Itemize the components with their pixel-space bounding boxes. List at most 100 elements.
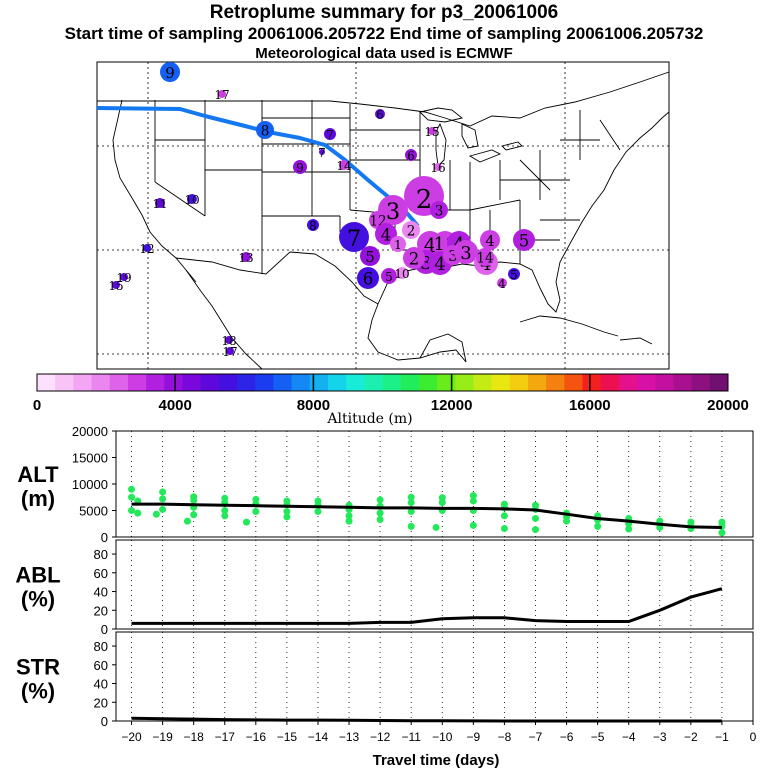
map-point: 3 bbox=[454, 240, 478, 264]
map-point: 16 bbox=[430, 161, 445, 175]
alt-scatter-point bbox=[128, 493, 136, 501]
colorbar-cell bbox=[418, 374, 438, 391]
alt-scatter-point bbox=[469, 492, 477, 500]
map-point: 5 bbox=[381, 268, 397, 284]
colorbar-cell bbox=[546, 374, 565, 391]
alt-scatter-point bbox=[407, 508, 415, 516]
map-point-label: 6 bbox=[363, 270, 374, 289]
alt-scatter-point bbox=[563, 517, 571, 525]
map-point: 5 bbox=[508, 268, 520, 282]
str-panel: 0 20 40 60 80 STR(%) bbox=[16, 631, 754, 729]
map-point-marker bbox=[434, 163, 442, 171]
y-tick-label: 20 bbox=[94, 695, 108, 710]
map-point-label: 3 bbox=[448, 247, 458, 265]
alt-scatter-point bbox=[469, 521, 477, 529]
map-point-marker bbox=[476, 248, 494, 266]
map-point: 19 bbox=[116, 271, 131, 285]
colorbar-cell bbox=[73, 374, 92, 391]
map-point-label: 3 bbox=[460, 243, 471, 264]
colorbar-cell bbox=[491, 374, 511, 391]
map-point-marker bbox=[241, 252, 251, 262]
map-point: 9 bbox=[293, 160, 307, 175]
colorbar-cell bbox=[309, 374, 329, 391]
alt-scatter-point bbox=[134, 509, 142, 517]
map-point-marker bbox=[225, 336, 233, 344]
y-tick-label: 60 bbox=[94, 658, 108, 673]
map-point-label: 4 bbox=[381, 226, 392, 245]
map-point-marker bbox=[120, 273, 128, 281]
map-point: 6 bbox=[357, 267, 379, 289]
abl-series-line bbox=[131, 587, 723, 625]
colorbar-cell bbox=[655, 374, 674, 391]
map-point-label: 18 bbox=[221, 334, 236, 348]
map-point-marker bbox=[430, 201, 448, 219]
y-tick-label: 80 bbox=[94, 547, 108, 562]
map-point: 12 bbox=[139, 242, 154, 256]
map-point-marker bbox=[319, 149, 325, 155]
alt-scatter-point bbox=[500, 525, 508, 533]
map-point: 7 bbox=[339, 222, 369, 252]
map-point-marker bbox=[405, 149, 417, 161]
map-point-label: 2 bbox=[416, 185, 433, 215]
travel-time-axis: Travel time (days) −20 −19 −18 −17 −16 −15 −14… bbox=[121, 721, 757, 768]
x-tick-label: −3 bbox=[653, 730, 667, 744]
map-point: 11 bbox=[152, 197, 167, 211]
x-tick-label: 0 bbox=[750, 730, 757, 744]
map-point-label: 3 bbox=[435, 203, 444, 219]
alt-panel: 0 5000 10000 15000 20000 ALT(m) bbox=[17, 424, 754, 545]
map-point: 2 bbox=[402, 221, 420, 239]
panel-frame bbox=[115, 539, 754, 630]
map-point-marker bbox=[112, 281, 120, 289]
alt-scatter-point bbox=[376, 509, 384, 517]
alt-scatter-point bbox=[243, 518, 251, 526]
x-tick-label: −14 bbox=[308, 730, 329, 744]
map-point: 5 bbox=[513, 229, 535, 251]
x-axis-label: Travel time (days) bbox=[373, 752, 500, 768]
y-axis-label-units: (%) bbox=[21, 679, 55, 704]
alt-scatter-point bbox=[438, 499, 446, 507]
alt-scatter-point bbox=[407, 522, 415, 530]
map-point-label: 9 bbox=[165, 64, 175, 82]
y-tick-label: 0 bbox=[101, 530, 108, 545]
map-point-label: 1 bbox=[394, 238, 402, 252]
alt-scatter-point bbox=[594, 522, 602, 530]
map-point-marker bbox=[155, 198, 165, 208]
map-point-label: 5 bbox=[510, 268, 518, 282]
colorbar-cell bbox=[346, 374, 365, 391]
alt-scatter-point bbox=[252, 508, 260, 516]
map-point: 10 bbox=[394, 267, 410, 281]
x-tick-label: −10 bbox=[432, 730, 453, 744]
map-point-marker bbox=[480, 230, 500, 250]
hispaniola bbox=[619, 337, 653, 345]
map-point-label: 14 bbox=[476, 250, 493, 266]
y-tick-label: 15000 bbox=[72, 451, 108, 466]
map-point-marker bbox=[160, 62, 180, 82]
lake-superior bbox=[419, 107, 464, 123]
y-tick-label: 40 bbox=[94, 585, 108, 600]
map-point: 10 bbox=[184, 193, 199, 207]
colorbar-cell bbox=[127, 374, 147, 391]
y-axis-label-units: (m) bbox=[21, 486, 55, 511]
map-point-label: 9 bbox=[296, 161, 304, 175]
map-point-label: 10 bbox=[184, 193, 199, 207]
map-point-marker bbox=[390, 236, 406, 252]
map-point-label: 5 bbox=[365, 248, 375, 266]
alt-scatter-point bbox=[283, 513, 291, 521]
map-point-marker bbox=[508, 268, 520, 280]
map-point: 6 bbox=[375, 108, 385, 122]
x-tick-label: −9 bbox=[466, 730, 480, 744]
colorbar-ticks: 0 4000 8000 12000 16000 20000 bbox=[33, 374, 749, 414]
map-point-marker bbox=[293, 160, 307, 174]
alt-scatter-point bbox=[376, 516, 384, 524]
alt-scatter-point bbox=[221, 512, 229, 520]
map-point-marker bbox=[396, 267, 408, 279]
us-mexico-border bbox=[175, 251, 379, 305]
colorbar-cell bbox=[600, 374, 620, 391]
y-tick-label: 0 bbox=[101, 622, 108, 637]
map-point-marker bbox=[403, 247, 425, 269]
map-point: 17 bbox=[214, 88, 229, 102]
colorbar-cell bbox=[91, 374, 111, 391]
map-point-label: 7 bbox=[326, 128, 334, 142]
map-point-label: 2 bbox=[407, 223, 416, 239]
